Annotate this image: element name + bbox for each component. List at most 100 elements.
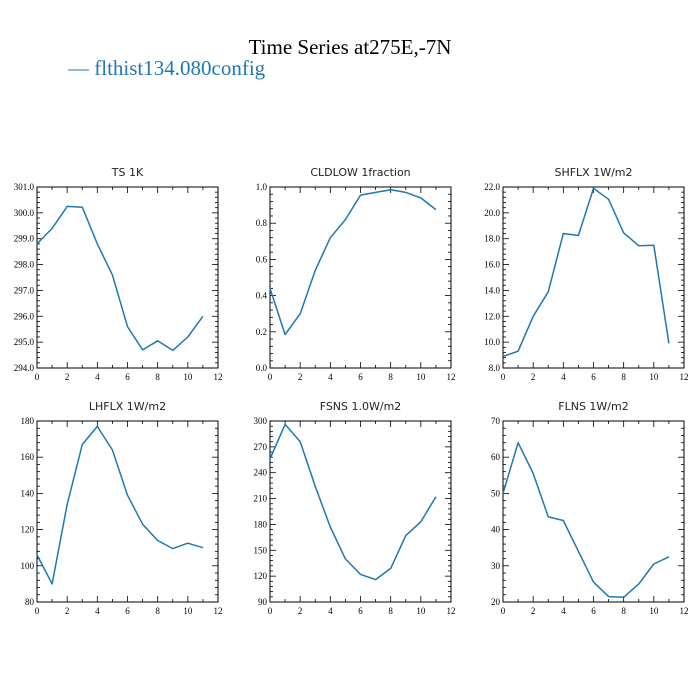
panel-title: FSNS 1.0W/m2	[320, 400, 402, 413]
x-tick-label: 4	[561, 606, 566, 616]
x-tick-label: 0	[35, 372, 40, 382]
x-tick-label: 4	[95, 606, 100, 616]
x-tick-label: 2	[65, 372, 70, 382]
y-tick-label: 20	[491, 597, 501, 607]
y-tick-label: 1.0	[256, 182, 268, 192]
x-tick-label: 12	[680, 372, 689, 382]
x-tick-label: 10	[416, 372, 426, 382]
x-tick-label: 12	[214, 372, 223, 382]
x-tick-label: 12	[447, 606, 456, 616]
plot-frame	[36, 420, 219, 603]
panel-title: CLDLOW 1fraction	[310, 166, 410, 179]
y-tick-label: 0.0	[256, 363, 268, 373]
x-tick-label: 0	[268, 372, 273, 382]
y-tick-label: 160	[21, 452, 35, 462]
chart-panel-4: LHFLX 1W/m2 0 2 4 6 8 10 12 80 100 120 140 160 180	[21, 400, 223, 616]
chart-panel-2: CLDLOW 1fraction 0 2 4 6 8 10 12 0.0 0.2 0.4 0.6 0.8…	[256, 166, 456, 382]
x-tick-label: 12	[214, 606, 223, 616]
y-tick-label: 14.0	[484, 285, 500, 295]
y-tick-label: 16.0	[484, 260, 500, 270]
y-tick-label: 294.0	[14, 363, 35, 373]
series-line	[502, 441, 670, 599]
y-tick-label: 12.0	[484, 311, 500, 321]
y-tick-label: 297.0	[14, 285, 35, 295]
x-tick-label: 2	[298, 606, 303, 616]
y-tick-label: 10.0	[484, 337, 500, 347]
y-tick-label: 90	[258, 597, 268, 607]
x-tick-label: 0	[501, 606, 506, 616]
chart-panel-5: FSNS 1.0W/m2 0 2 4 6 8 10 12 90 120 150 180 210 240 27…	[254, 400, 456, 616]
y-tick-label: 0.2	[256, 327, 267, 337]
y-tick-label: 22.0	[484, 182, 500, 192]
x-tick-label: 6	[358, 372, 363, 382]
y-tick-label: 0.4	[256, 291, 268, 301]
y-tick-label: 20.0	[484, 208, 500, 218]
x-tick-label: 6	[125, 372, 130, 382]
y-tick-label: 0.6	[256, 254, 268, 264]
y-tick-label: 295.0	[14, 337, 35, 347]
x-tick-label: 6	[591, 372, 596, 382]
x-tick-label: 10	[183, 606, 193, 616]
y-tick-label: 210	[254, 494, 268, 504]
y-tick-label: 120	[254, 571, 268, 581]
page-title: Time Series at275E,-7N	[248, 35, 452, 59]
y-tick-label: 8.0	[489, 363, 501, 373]
x-tick-label: 8	[388, 372, 393, 382]
x-tick-label: 10	[416, 606, 426, 616]
x-tick-label: 4	[328, 606, 333, 616]
y-tick-label: 40	[491, 525, 501, 535]
y-tick-label: 150	[254, 545, 268, 555]
y-tick-label: 240	[254, 468, 268, 478]
x-tick-label: 8	[621, 372, 626, 382]
y-tick-label: 100	[21, 561, 35, 571]
x-tick-label: 2	[298, 372, 303, 382]
plot-frame	[269, 186, 452, 369]
y-tick-label: 60	[491, 452, 501, 462]
x-tick-label: 10	[649, 372, 659, 382]
y-tick-label: 18.0	[484, 234, 500, 244]
y-tick-label: 300.0	[14, 208, 35, 218]
x-tick-label: 2	[65, 606, 70, 616]
x-tick-label: 6	[358, 606, 363, 616]
y-tick-label: 301.0	[14, 182, 35, 192]
x-tick-label: 2	[531, 606, 536, 616]
x-tick-label: 12	[447, 372, 456, 382]
series-line	[269, 188, 437, 336]
y-tick-label: 140	[21, 488, 35, 498]
x-tick-label: 8	[155, 606, 160, 616]
x-tick-label: 4	[561, 372, 566, 382]
x-tick-label: 4	[328, 372, 333, 382]
y-tick-label: 180	[21, 416, 35, 426]
y-tick-label: 80	[25, 597, 35, 607]
panel-title: FLNS 1W/m2	[558, 400, 628, 413]
x-tick-label: 2	[531, 372, 536, 382]
x-tick-label: 4	[95, 372, 100, 382]
y-tick-label: 299.0	[14, 234, 35, 244]
panel-title: LHFLX 1W/m2	[89, 400, 166, 413]
y-tick-label: 300	[254, 416, 268, 426]
series-line	[502, 187, 670, 358]
x-tick-label: 6	[591, 606, 596, 616]
legend-label: — flthist134.080config	[68, 56, 266, 80]
y-tick-label: 296.0	[14, 311, 35, 321]
y-tick-label: 0.8	[256, 218, 268, 228]
y-tick-label: 120	[21, 525, 35, 535]
x-tick-label: 8	[155, 372, 160, 382]
x-tick-label: 0	[268, 606, 273, 616]
panel-title: SHFLX 1W/m2	[554, 166, 632, 179]
chart-panel-1: TS 1K 0 2 4 6 8 10 12 294.0 295.0 296.0 297.0 298.0 2…	[14, 166, 223, 382]
panel-title: TS 1K	[111, 166, 144, 179]
plot-frame	[36, 186, 219, 369]
x-tick-label: 6	[125, 606, 130, 616]
y-tick-label: 180	[254, 519, 268, 529]
y-tick-label: 298.0	[14, 260, 35, 270]
chart-panel-6: FLNS 1W/m2 0 2 4 6 8 10 12 20 30 40 50 60 70	[491, 400, 689, 616]
y-tick-label: 50	[491, 488, 501, 498]
y-tick-label: 70	[491, 416, 501, 426]
series-line	[36, 425, 204, 585]
y-tick-label: 270	[254, 442, 268, 452]
y-tick-label: 30	[491, 561, 501, 571]
series-line	[269, 423, 437, 581]
series-line	[36, 205, 204, 352]
